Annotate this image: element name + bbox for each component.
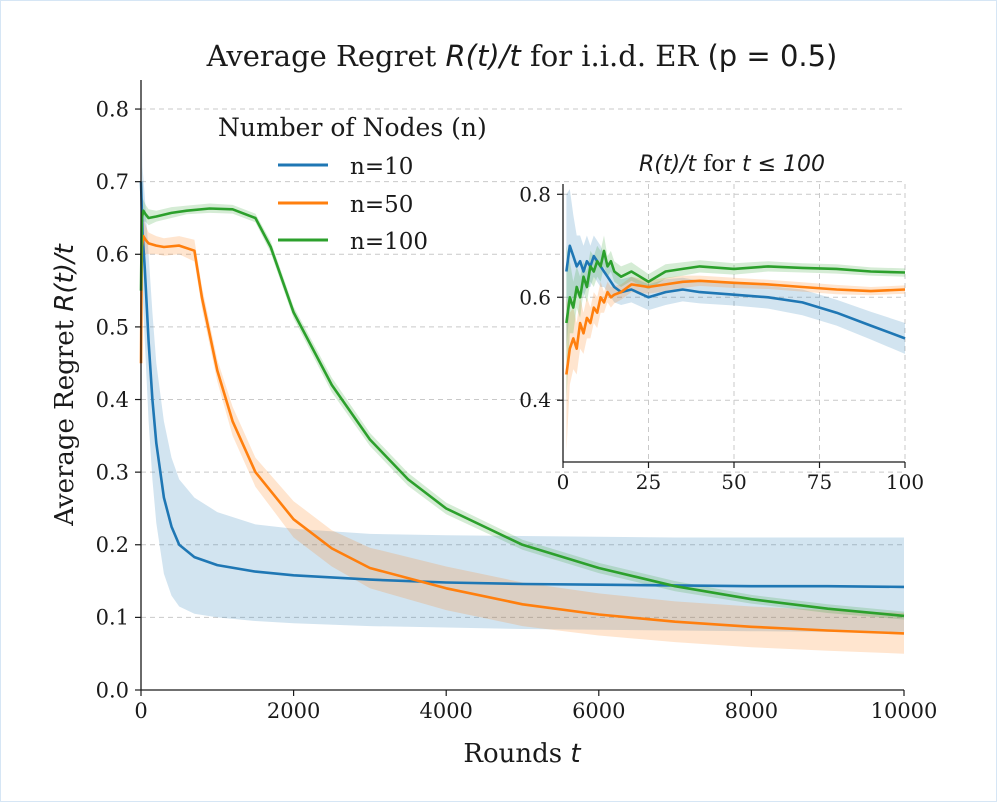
title-math: R(t)/t <box>445 39 522 73</box>
main-y-tick-label: 0.0 <box>96 678 129 702</box>
y-axis-label: Average Regret R(t)/t <box>50 243 80 526</box>
inset-ticks: 0.4 0.6 0.8 0 25 50 75 100 <box>519 182 924 494</box>
main-y-tick-label: 0.5 <box>96 315 129 339</box>
main-y-tick-label: 0.2 <box>96 533 129 557</box>
main-y-tick-label: 0.4 <box>96 388 129 412</box>
x-axis-label-math: t <box>570 739 581 769</box>
legend: Number of Nodes (n) n=10 n=50 n=100 <box>218 113 487 255</box>
inset-line-n10 <box>565 244 906 340</box>
main-confidence-bands <box>141 109 904 654</box>
legend-label-n100: n=100 <box>350 229 428 255</box>
main-y-tick-label: 0.8 <box>96 97 129 121</box>
legend-item-n50: n=50 <box>278 192 413 218</box>
inset-x-tick-label: 100 <box>886 470 924 494</box>
main-x-tick-label: 0 <box>134 699 147 723</box>
inset-confidence-bands <box>566 189 905 452</box>
x-axis-label: Rounds t <box>463 739 581 769</box>
inset-line-n50 <box>565 279 906 375</box>
inset-title-cond: t ≤ 100 <box>742 152 825 177</box>
title-rest: for i.i.d. ER <box>530 39 699 73</box>
title-param: (p = 0.5) <box>707 39 837 73</box>
y-axis-label-text: Average Regret <box>50 319 80 526</box>
inset-x-tick-label: 50 <box>721 470 746 494</box>
main-ticks: 0.0 0.1 0.2 0.3 0.4 0.5 0.6 0.7 0.8 0 2000 4000 6000… <box>96 97 938 723</box>
main-y-tick-label: 0.3 <box>96 460 129 484</box>
main-band-n10 <box>141 109 904 632</box>
legend-item-n100: n=100 <box>278 229 428 255</box>
inset-title-rest: for <box>703 152 735 177</box>
inset-title: R(t)/t for t ≤ 100 <box>639 152 825 177</box>
inset-band-n50 <box>566 275 905 452</box>
main-x-tick-label: 8000 <box>725 699 778 723</box>
main-x-tick-label: 10000 <box>871 699 938 723</box>
main-x-tick-label: 4000 <box>419 699 472 723</box>
main-line-n100 <box>139 207 905 618</box>
main-y-tick-label: 0.6 <box>96 243 129 267</box>
inset-y-tick-label: 0.8 <box>519 182 551 206</box>
main-series-lines <box>139 181 905 635</box>
inset-series-lines <box>565 244 906 375</box>
legend-label-n50: n=50 <box>350 192 413 218</box>
inset-band-n10 <box>566 189 905 354</box>
main-x-tick-label: 2000 <box>267 699 320 723</box>
legend-title: Number of Nodes (n) <box>218 113 487 142</box>
inset-chart: 0.4 0.6 0.8 0 25 50 75 100 R(t)/t for t ≤ 100 <box>519 152 924 494</box>
title-text: Average Regret <box>206 39 437 73</box>
main-band-n50 <box>141 210 904 654</box>
x-axis-label-text: Rounds <box>463 739 562 769</box>
inset-x-tick-label: 75 <box>807 470 832 494</box>
inset-grid <box>563 184 906 462</box>
main-line-n10 <box>139 181 905 589</box>
inset-line-n100 <box>565 249 906 324</box>
inset-x-tick-label: 0 <box>557 470 570 494</box>
chart-title: Average Regret R(t)/t for i.i.d. ER (p =… <box>206 39 838 73</box>
y-axis-label-math: R(t)/t <box>50 243 80 311</box>
legend-label-n10: n=10 <box>350 154 413 180</box>
inset-y-tick-label: 0.4 <box>519 388 551 412</box>
inset-y-tick-label: 0.6 <box>519 285 551 309</box>
main-y-tick-label: 0.7 <box>96 170 129 194</box>
legend-item-n10: n=10 <box>278 154 413 180</box>
main-y-tick-label: 0.1 <box>96 606 129 630</box>
main-line-n50 <box>139 234 905 635</box>
inset-band-n100 <box>566 235 905 401</box>
inset-x-tick-label: 25 <box>636 470 661 494</box>
main-x-tick-label: 6000 <box>572 699 625 723</box>
inset-title-math: R(t)/t <box>639 152 697 177</box>
